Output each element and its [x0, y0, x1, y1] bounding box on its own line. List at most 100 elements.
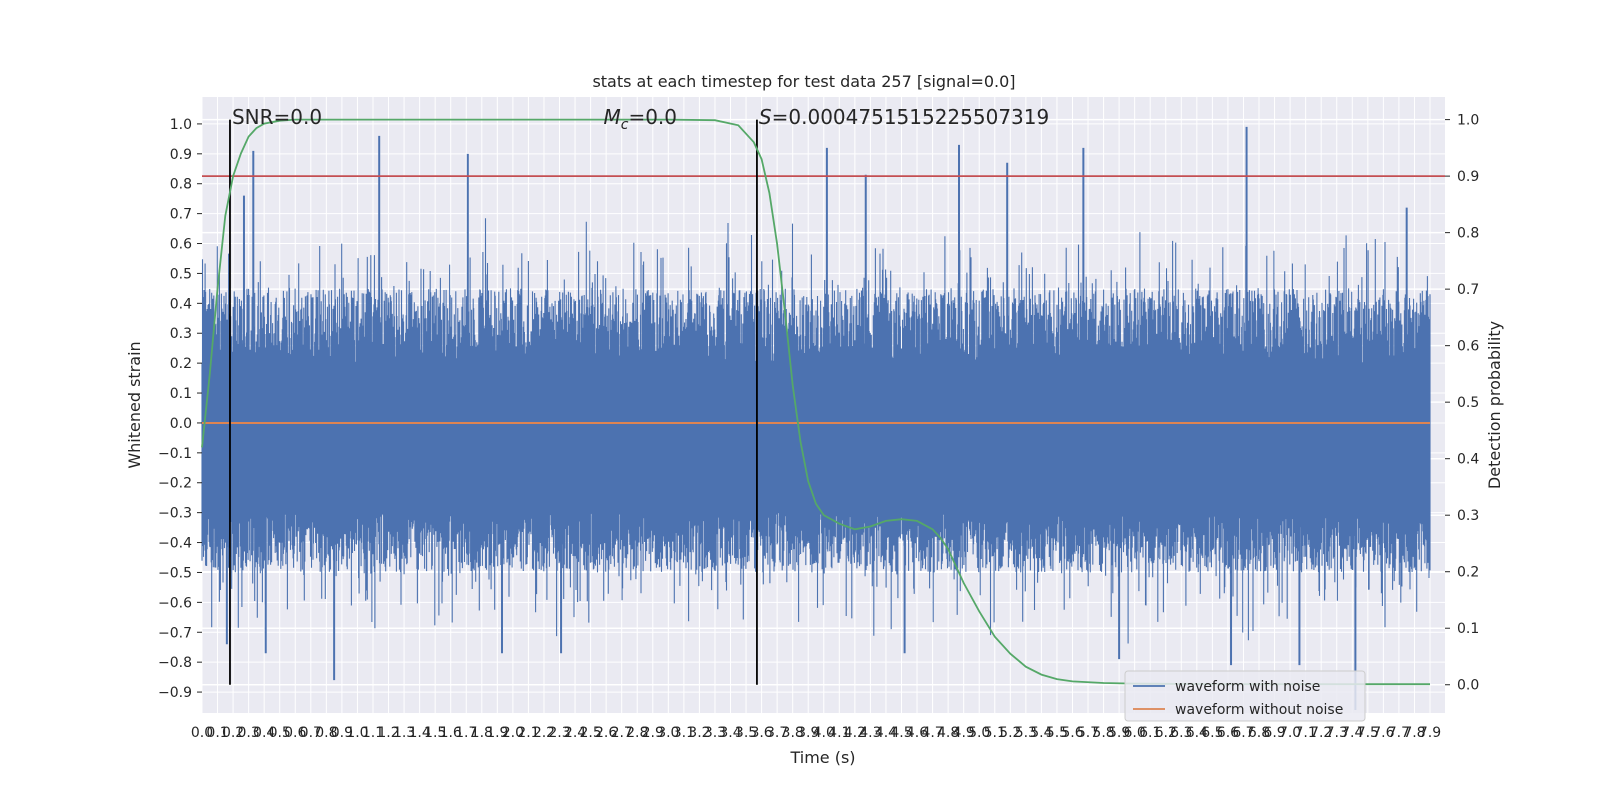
x-tick-label: 1.2 — [377, 725, 399, 741]
x-tick-label: 5.3 — [1015, 725, 1037, 741]
x-tick-label: 5.8 — [1092, 725, 1114, 741]
x-tick-label: 6.1 — [1139, 725, 1161, 741]
x-tick-label: 3.8 — [782, 725, 804, 741]
y-tick-label: −0.2 — [158, 476, 192, 492]
x-tick-label: 3.7 — [766, 725, 788, 741]
y-tick-label: −0.3 — [158, 506, 192, 522]
y-tick-label: 0.9 — [170, 147, 192, 163]
noise-trace — [201, 218, 1431, 644]
y2-tick-label: 0.1 — [1457, 621, 1479, 637]
x-tick-label: 6.5 — [1201, 725, 1223, 741]
x-tick-label: 7.0 — [1279, 725, 1301, 741]
x-tick-label: 5.0 — [968, 725, 990, 741]
x-tick-label: 0.9 — [331, 725, 353, 741]
y-tick-label: 0.1 — [170, 386, 192, 402]
x-tick-label: 0.2 — [222, 725, 244, 741]
y2-tick-label: 0.5 — [1457, 395, 1479, 411]
y2-axis-label: Detection probability — [1485, 321, 1504, 489]
y2-tick-label: 0.4 — [1457, 452, 1479, 468]
x-tick-label: 4.9 — [953, 725, 975, 741]
x-axis: 0.00.10.20.30.40.50.60.70.80.91.01.11.21… — [191, 725, 1441, 741]
x-tick-label: 7.9 — [1419, 725, 1441, 741]
x-tick-label: 6.2 — [1155, 725, 1177, 741]
x-tick-label: 6.3 — [1170, 725, 1192, 741]
x-tick-label: 2.1 — [517, 725, 539, 741]
y-tick-label: 0.6 — [170, 237, 192, 253]
x-tick-label: 6.8 — [1248, 725, 1270, 741]
annotation-text: S=0.0004751515225507319 — [759, 105, 1049, 129]
chart-title: stats at each timestep for test data 257… — [592, 72, 1015, 91]
x-tick-label: 7.7 — [1388, 725, 1410, 741]
x-tick-label: 5.2 — [999, 725, 1021, 741]
x-tick-label: 3.9 — [797, 725, 819, 741]
y-tick-label: −0.7 — [158, 625, 192, 641]
x-tick-label: 7.4 — [1341, 725, 1363, 741]
x-tick-label: 0.5 — [269, 725, 291, 741]
y-tick-label: 0.8 — [170, 177, 192, 193]
x-tick-label: 5.1 — [984, 725, 1006, 741]
x-tick-label: 1.8 — [471, 725, 493, 741]
x-tick-label: 6.0 — [1124, 725, 1146, 741]
x-tick-label: 1.6 — [440, 725, 462, 741]
y2-tick-label: 0.6 — [1457, 339, 1479, 355]
detection-probability-line — [201, 118, 1430, 686]
y-axis-left: −0.9 −0.8 −0.7 −0.6 −0.5 −0.4 −0.3 −0.2 −0.1 0.0 0… — [158, 117, 202, 701]
x-tick-label: 5.9 — [1108, 725, 1130, 741]
x-tick-label: 0.3 — [238, 725, 260, 741]
x-tick-label: 7.2 — [1310, 725, 1332, 741]
legend-box — [1124, 670, 1366, 722]
y-tick-label: −0.9 — [158, 685, 192, 701]
y2-tick-label: 0.9 — [1457, 169, 1479, 185]
x-tick-label: 3.4 — [719, 725, 741, 741]
y2-tick-label: 0.7 — [1457, 282, 1479, 298]
y-tick-label: 1.0 — [170, 117, 192, 133]
x-tick-label: 4.3 — [859, 725, 881, 741]
x-tick-label: 2.2 — [533, 725, 555, 741]
overlay-lines — [201, 118, 1445, 686]
x-tick-label: 0.0 — [191, 725, 213, 741]
x-tick-label: 6.7 — [1232, 725, 1254, 741]
y-tick-label: 0.7 — [170, 207, 192, 223]
y-tick-label: 0.2 — [170, 356, 192, 372]
x-tick-label: 4.0 — [813, 725, 835, 741]
x-tick-label: 5.7 — [1077, 725, 1099, 741]
y2-tick-label: 0.2 — [1457, 565, 1479, 581]
annotations: SNR=0.0 Mc=0.0 S=0.0004751515225507319 — [232, 105, 1049, 133]
annotation-text: Mc=0.0 — [603, 105, 677, 133]
x-tick-label: 5.4 — [1030, 725, 1052, 741]
x-tick-label: 7.8 — [1403, 725, 1425, 741]
x-tick-label: 7.3 — [1326, 725, 1348, 741]
x-tick-label: 1.4 — [408, 725, 430, 741]
x-tick-label: 4.2 — [844, 725, 866, 741]
waveform-with-noise-series — [201, 126, 1431, 711]
x-tick-label: 0.6 — [284, 725, 306, 741]
y2-tick-label: 0.3 — [1457, 508, 1479, 524]
x-tick-label: 2.3 — [548, 725, 570, 741]
y-tick-label: 0.0 — [170, 416, 192, 432]
y2-tick-label: 0.0 — [1457, 678, 1479, 694]
x-tick-label: 3.5 — [735, 725, 757, 741]
x-tick-label: 2.8 — [626, 725, 648, 741]
x-tick-label: 0.8 — [315, 725, 337, 741]
x-tick-label: 0.1 — [206, 725, 228, 741]
x-tick-label: 0.4 — [253, 725, 275, 741]
x-tick-label: 1.5 — [424, 725, 446, 741]
plot-area — [201, 97, 1445, 713]
x-tick-label: 6.6 — [1217, 725, 1239, 741]
x-tick-label: 6.9 — [1263, 725, 1285, 741]
x-tick-label: 4.7 — [921, 725, 943, 741]
x-tick-label: 1.7 — [455, 725, 477, 741]
y-tick-label: −0.4 — [158, 536, 192, 552]
y-tick-label: 0.3 — [170, 326, 192, 342]
x-tick-label: 4.4 — [875, 725, 897, 741]
y-tick-label: −0.1 — [158, 446, 192, 462]
x-tick-label: 3.3 — [704, 725, 726, 741]
x-tick-label: 0.7 — [300, 725, 322, 741]
x-tick-label: 3.2 — [688, 725, 710, 741]
x-tick-label: 7.5 — [1357, 725, 1379, 741]
y-tick-label: −0.6 — [158, 595, 192, 611]
x-tick-label: 4.1 — [828, 725, 850, 741]
x-tick-label: 2.4 — [564, 725, 586, 741]
y2-tick-label: 1.0 — [1457, 113, 1479, 129]
x-tick-label: 1.9 — [486, 725, 508, 741]
